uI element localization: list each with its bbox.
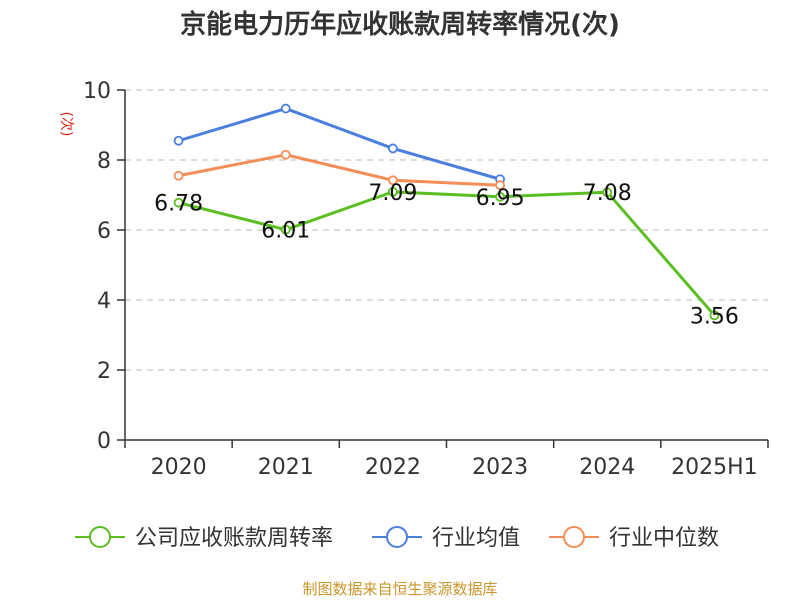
legend-marker-2 (563, 526, 585, 548)
x-tick-label-2020: 2020 (151, 455, 207, 480)
y-tick-label-10: 10 (83, 79, 111, 104)
series-2-point-3 (495, 180, 505, 191)
series-0-point-0 (173, 197, 184, 208)
data-label-2024: 7.08 (583, 181, 632, 206)
y-axis-label: (次) (58, 112, 74, 137)
series-layer (173, 103, 720, 321)
y-tick-label-8: 8 (97, 149, 111, 174)
data-label-layer: 6.78 6.01 7.09 6.95 7.08 3.56 (154, 181, 739, 330)
series-1-point-0 (173, 135, 184, 146)
x-tick-label-2022: 2022 (365, 455, 421, 480)
x-tick-label-2021: 2021 (258, 455, 314, 480)
x-tick-label-2024: 2024 (579, 455, 635, 480)
x-tick-label-2025H1: 2025H1 (671, 455, 758, 480)
y-tick-label-6: 6 (97, 219, 111, 244)
series-line-1 (178, 107, 501, 181)
series-line-0 (178, 190, 716, 317)
data-label-2022: 7.09 (368, 181, 417, 206)
series-2-point-1 (280, 149, 291, 160)
axis-layer: 0 2 4 6 8 10 2020 2021 2022 2023 2024 2025H1 (83, 79, 769, 480)
y-tick-label-4: 4 (97, 289, 111, 314)
series-0-point-5 (709, 310, 720, 321)
series-1-point-2 (388, 143, 398, 154)
source-note: 制图数据来自恒生聚源数据库 (302, 580, 497, 598)
series-line-2 (178, 153, 501, 187)
chart-title: 京能电力历年应收账款周转率情况(次) (180, 9, 620, 40)
legend-label-2: 行业中位数 (609, 526, 719, 551)
series-0-point-4 (602, 187, 613, 198)
series-0-point-2 (388, 186, 398, 197)
series-1-point-1 (280, 103, 291, 114)
legend-label-0: 公司应收账款周转率 (135, 526, 333, 551)
series-0-point-1 (280, 224, 291, 235)
data-label-2025H1: 3.56 (690, 304, 739, 329)
legend-label-1: 行业均值 (432, 526, 520, 551)
x-tick-label-2023: 2023 (472, 455, 528, 480)
grid-layer (125, 89, 768, 371)
series-2-point-2 (388, 175, 398, 186)
series-2-point-0 (173, 170, 184, 181)
y-tick-label-2: 2 (97, 359, 111, 384)
legend: 公司应收账款周转率 行业均值 行业中位数 (75, 526, 719, 551)
data-label-2020: 6.78 (154, 192, 203, 217)
data-label-2021: 6.01 (261, 219, 310, 244)
series-0-point-3 (495, 191, 505, 202)
y-tick-label-0: 0 (97, 429, 111, 454)
legend-marker-0 (89, 526, 111, 548)
legend-marker-1 (386, 526, 408, 548)
data-label-2023: 6.95 (476, 186, 525, 211)
